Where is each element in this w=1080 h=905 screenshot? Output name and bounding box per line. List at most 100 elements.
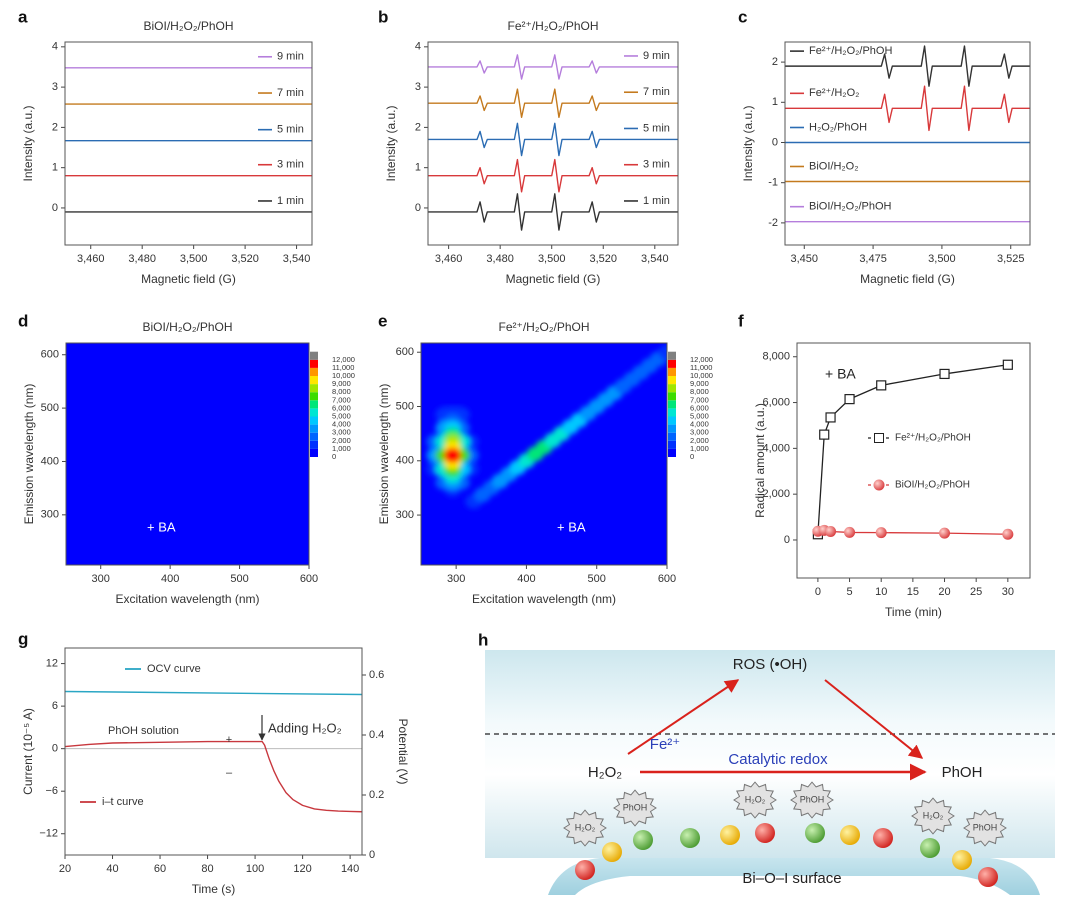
badge-label: H₂O₂ (923, 810, 944, 820)
y-tick-label: −12 (39, 828, 58, 840)
x-tick-label: 3,500 (928, 253, 956, 265)
x-tick-label: 3,500 (180, 253, 208, 265)
legend-label: 3 min (277, 159, 304, 171)
chart-title: Fe²⁺/H₂O₂/PhOH (499, 320, 590, 334)
marker (844, 526, 856, 538)
annotation: PhOH solution (108, 725, 179, 737)
y-tick-label: 3 (415, 81, 421, 93)
y-tick-label: 600 (41, 349, 59, 361)
y-tick-label: 400 (396, 455, 414, 467)
panel-label: g (18, 629, 28, 648)
colorbar-band (668, 400, 676, 409)
colorbar-label: 11,000 (690, 363, 712, 372)
chart-title: BiOI/H₂O₂/PhOH (143, 320, 233, 334)
x-tick-label: 80 (201, 863, 213, 875)
particle (952, 850, 972, 870)
surface-label: Bi–O–I surface (742, 870, 841, 887)
colorbar-band (310, 392, 318, 401)
marker (825, 412, 836, 423)
x-tick-label: 15 (907, 586, 919, 598)
x-axis-label: Time (min) (885, 605, 942, 619)
colorbar-label: 2,000 (690, 436, 709, 445)
x-tick-label: 100 (246, 863, 264, 875)
annotation: + BA (825, 366, 856, 382)
legend-label: 9 min (643, 50, 670, 62)
colorbar-band (668, 448, 676, 457)
x-tick-label: 500 (588, 573, 606, 585)
arrow (627, 679, 740, 755)
y-tick-label: 600 (396, 346, 414, 358)
x-tick-label: 3,525 (997, 253, 1025, 265)
badge-label: PhOH (800, 794, 825, 804)
colorbar-band (668, 440, 676, 449)
y-tick-label: 0 (52, 202, 58, 214)
plot-frame (64, 647, 363, 856)
particle (873, 828, 893, 848)
marker (875, 527, 887, 539)
annotation: + BA (147, 519, 176, 534)
y-tick-label: 0 (784, 534, 790, 546)
x-tick-label: 500 (230, 573, 248, 585)
colorbar-label: 3,000 (332, 428, 351, 437)
colorbar-label: 8,000 (332, 387, 351, 396)
legend-label: BiOI/H₂O₂/PhOH (895, 480, 970, 491)
x-tick-label: 3,480 (128, 253, 156, 265)
x-tick-label: 400 (517, 573, 535, 585)
y-axis-label: Intensity (a.u.) (384, 105, 398, 181)
legend-marker (873, 479, 885, 491)
colorbar-label: 11,000 (332, 363, 354, 372)
colorbar-band (310, 367, 318, 376)
colorbar-label: 6,000 (690, 403, 709, 412)
y-tick-label: 1 (52, 162, 58, 174)
colorbar-band (668, 367, 676, 376)
y-tick-label: 2 (772, 56, 778, 68)
chart-title: BiOI/H₂O₂/PhOH (144, 19, 234, 33)
marker (1002, 528, 1014, 540)
y-axis-label: Emission wavelength (nm) (22, 384, 36, 525)
plot-frame (796, 342, 1031, 579)
marker (876, 380, 887, 391)
y2-tick-label: 0.4 (369, 729, 384, 741)
plot-frame (64, 41, 313, 246)
y-tick-label: 4,000 (762, 442, 790, 454)
y2-tick-label: 0.2 (369, 789, 384, 801)
x-tick-label: 3,460 (77, 253, 105, 265)
colorbar-band (668, 408, 676, 417)
x-tick-label: 25 (970, 586, 982, 598)
annotation: + (226, 734, 232, 746)
plot-frame (420, 342, 668, 566)
y-tick-label: 3 (52, 81, 58, 93)
colorbar-band (668, 376, 676, 385)
molecule-badge (563, 809, 607, 847)
marker (939, 368, 950, 380)
x-tick-label: 3,460 (435, 253, 463, 265)
panel-label: c (738, 7, 747, 26)
marker (844, 394, 855, 405)
y-axis-label: Intensity (a.u.) (21, 105, 35, 181)
y-axis-label: Emission wavelength (nm) (377, 384, 391, 525)
colorbar-band (310, 424, 318, 433)
colorbar-band (310, 432, 318, 441)
plot-frame (784, 41, 1031, 246)
y-tick-label: 1 (772, 96, 778, 108)
colorbar-label: 7,000 (690, 395, 709, 404)
particle (575, 860, 595, 880)
chart-title: Fe²⁺/H₂O₂/PhOH (508, 19, 599, 33)
y-tick-label: 2 (415, 121, 421, 133)
x-tick-label: 300 (92, 573, 110, 585)
colorbar-band (310, 376, 318, 385)
panel-label: d (18, 311, 28, 330)
colorbar-label: 0 (332, 452, 336, 461)
colorbar-label: 0 (690, 452, 694, 461)
x-axis-label: Time (s) (192, 882, 236, 896)
plot-frame (65, 342, 310, 566)
heatmap-cells (426, 344, 667, 509)
x-axis-label: Excitation wavelength (nm) (115, 592, 259, 606)
line (428, 158, 678, 193)
x-tick-label: 10 (875, 586, 887, 598)
colorbar-label: 1,000 (332, 444, 351, 453)
colorbar-label: 8,000 (690, 387, 709, 396)
x-tick-label: 3,450 (791, 253, 819, 265)
diagram-h: ROS (•OH) Fe²⁺ Catalytic redox H₂O₂ PhOH… (478, 630, 1055, 895)
